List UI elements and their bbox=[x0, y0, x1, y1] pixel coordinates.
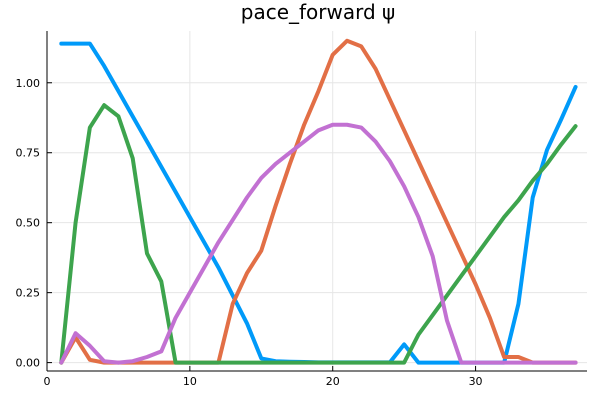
axes bbox=[46, 31, 587, 372]
series-layer bbox=[59, 38, 578, 365]
series-line-4 bbox=[59, 122, 578, 365]
y-tick-label: 0.25 bbox=[16, 287, 41, 300]
x-tick-label: 10 bbox=[183, 375, 197, 388]
x-tick-label: 0 bbox=[44, 375, 51, 388]
x-tick-label: 30 bbox=[469, 375, 483, 388]
series-line-3 bbox=[59, 103, 578, 365]
y-tick-label: 0.75 bbox=[16, 147, 41, 160]
y-tick-label: 0.50 bbox=[16, 217, 41, 230]
y-tick-label: 1.00 bbox=[16, 77, 41, 90]
y-tick-label: 0.00 bbox=[16, 357, 41, 370]
chart-title: pace_forward ψ bbox=[241, 0, 395, 24]
tick-labels: 0 10 20 30 0.00 0.25 0.50 0.75 1.00 bbox=[16, 77, 483, 388]
x-tick-label: 20 bbox=[326, 375, 340, 388]
series-line-2 bbox=[59, 38, 578, 365]
grid bbox=[46, 31, 587, 371]
